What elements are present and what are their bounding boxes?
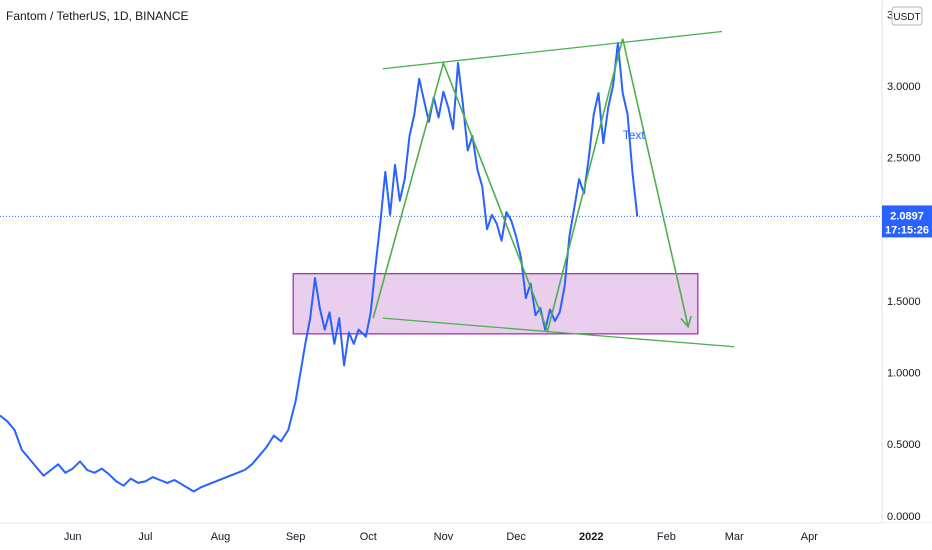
- pattern-zigzag: [372, 38, 689, 334]
- trend-line: [382, 317, 735, 348]
- x-tick-label: Aug: [211, 531, 231, 543]
- x-tick-label: Oct: [360, 531, 377, 543]
- x-tick-label: Mar: [725, 531, 744, 543]
- y-tick-label: 1.0000: [887, 368, 921, 380]
- trend-line: [382, 30, 723, 70]
- unit-badge-frame: [891, 6, 923, 26]
- x-tick-label: Jun: [64, 531, 82, 543]
- y-tick-label: 2.5000: [887, 153, 921, 165]
- series-layer: [0, 42, 639, 493]
- current-price-label: 2.0897 17:15:26: [882, 205, 932, 238]
- y-tick-label: 1.5000: [887, 296, 921, 308]
- x-tick-label: 2022: [579, 531, 603, 543]
- price-line: [0, 42, 639, 493]
- arrow-head: [680, 315, 692, 329]
- y-tick-label: 3.0000: [887, 81, 921, 93]
- current-price-label-bg: [882, 205, 932, 238]
- chart-title: Fantom / TetherUS, 1D, BINANCE: [6, 9, 189, 23]
- unit-label: USDT: [893, 12, 920, 23]
- annotation-layer-under: [292, 273, 699, 335]
- annotation-text: Text: [623, 128, 646, 142]
- x-tick-label: Sep: [286, 531, 306, 543]
- x-tick-label: Dec: [506, 531, 526, 543]
- axis-corner: [882, 523, 932, 550]
- x-tick-label: Nov: [434, 531, 454, 543]
- axis-corner-settings[interactable]: [882, 523, 932, 550]
- x-tick-label: Feb: [657, 531, 676, 543]
- price-axis[interactable]: 0.00000.50001.00001.50002.00002.50003.00…: [881, 0, 932, 523]
- time-axis[interactable]: Jun Jul Aug Sep Oct Nov Dec 2022 Feb Mar Apr: [0, 522, 932, 543]
- y-tick-label: 0.5000: [887, 439, 921, 451]
- x-tick-labels: Jun Jul Aug Sep Oct Nov Dec 2022 Feb Mar Apr: [64, 531, 818, 543]
- y-tick-label: 0.0000: [887, 511, 921, 523]
- x-tick-label: Apr: [801, 531, 818, 543]
- current-price-value: 2.0897: [890, 210, 924, 222]
- annotation-layer-over: Text: [372, 30, 735, 348]
- price-axis-background: [882, 0, 932, 523]
- unit-badge[interactable]: USDT: [891, 6, 923, 26]
- current-price-countdown: 17:15:26: [885, 224, 929, 236]
- x-tick-label: Jul: [138, 531, 152, 543]
- range-rectangle: [292, 273, 699, 335]
